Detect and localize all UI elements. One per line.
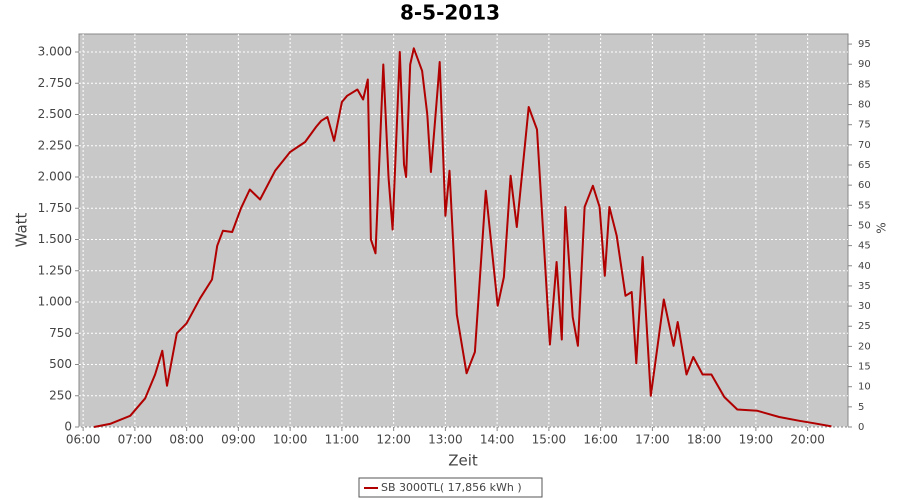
y2-tick-label: 30 — [858, 301, 871, 312]
y-tick-label: 0 — [64, 420, 72, 434]
y-tick-label: 3.000 — [38, 45, 72, 59]
x-tick-label: 10:00 — [273, 433, 308, 447]
y-tick-label: 500 — [49, 357, 72, 371]
legend-label: SB 3000TL( 17,856 kWh ) — [381, 481, 522, 494]
y-tick-label: 750 — [49, 326, 72, 340]
legend-box — [358, 477, 543, 498]
y2-tick-label: 0 — [858, 422, 864, 433]
y-tick-label: 2.250 — [38, 138, 72, 152]
x-tick-label: 11:00 — [325, 433, 360, 447]
y2-tick-label: 35 — [858, 281, 871, 292]
y-tick-label: 1.250 — [38, 263, 72, 277]
x-tick-label: 20:00 — [790, 433, 825, 447]
plot-area — [78, 33, 849, 428]
series-line — [93, 47, 832, 428]
x-tick-label: 16:00 — [583, 433, 618, 447]
chart-title: 8-5-2013 — [400, 1, 500, 25]
x-tick-label: 18:00 — [687, 433, 722, 447]
y2-tick-label: 65 — [858, 160, 871, 171]
x-tick-label: 12:00 — [376, 433, 411, 447]
y-axis-label: Watt — [13, 212, 31, 247]
x-tick-label: 19:00 — [739, 433, 774, 447]
x-tick-label: 13:00 — [428, 433, 463, 447]
y2-tick-label: 5 — [858, 402, 864, 413]
x-tick-label: 17:00 — [635, 433, 670, 447]
y2-tick-label: 20 — [858, 341, 871, 352]
y2-tick-label: 55 — [858, 200, 871, 211]
y2-tick-label: 10 — [858, 382, 871, 393]
y2-tick-label: 70 — [858, 140, 871, 151]
y2-tick-label: 80 — [858, 100, 871, 111]
x-tick-label: 14:00 — [480, 433, 515, 447]
x-tick-label: 07:00 — [118, 433, 153, 447]
y-tick-label: 2.750 — [38, 76, 72, 90]
y2-tick-label: 40 — [858, 261, 871, 272]
y2-tick-label: 25 — [858, 321, 871, 332]
x-tick-label: 06:00 — [66, 433, 101, 447]
y-tick-label: 2.000 — [38, 170, 72, 184]
legend: SB 3000TL( 17,856 kWh ) — [358, 477, 543, 498]
y2-tick-label: 95 — [858, 39, 871, 50]
y-tick-label: 1.500 — [38, 232, 72, 246]
x-tick-label: 08:00 — [169, 433, 204, 447]
y-tick-label: 1.750 — [38, 201, 72, 215]
y2-tick-label: 90 — [858, 59, 871, 70]
x-tick-label: 09:00 — [221, 433, 256, 447]
y-tick-label: 250 — [49, 388, 72, 402]
x-axis-label: Zeit — [448, 452, 478, 470]
y2-tick-label: 50 — [858, 220, 871, 231]
y2-tick-label: 15 — [858, 362, 871, 373]
y2-tick-label: 75 — [858, 120, 871, 131]
y2-axis-label: % — [875, 222, 889, 233]
y-tick-label: 1.000 — [38, 295, 72, 309]
x-tick-label: 15:00 — [532, 433, 567, 447]
y-tick-label: 2.500 — [38, 107, 72, 121]
y2-tick-label: 60 — [858, 180, 871, 191]
y2-tick-label: 45 — [858, 241, 871, 252]
y2-tick-label: 85 — [858, 79, 871, 90]
